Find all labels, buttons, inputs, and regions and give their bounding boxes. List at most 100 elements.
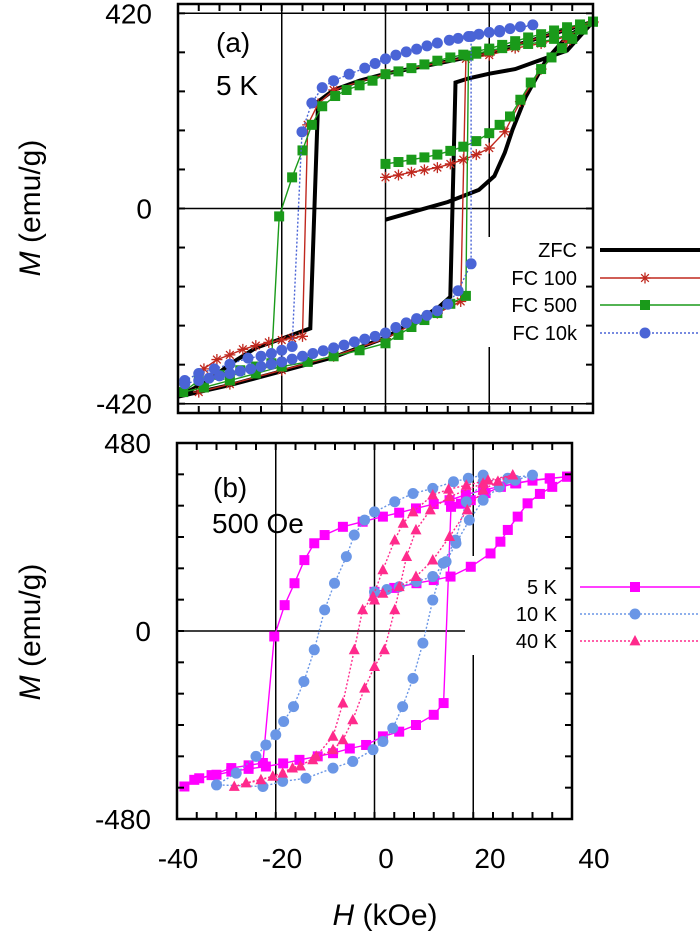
circle-marker: [527, 469, 538, 481]
circle-marker: [298, 676, 310, 688]
square-marker: [556, 43, 567, 54]
circle-marker: [494, 26, 506, 38]
circle-marker: [421, 40, 433, 52]
square-marker: [562, 30, 573, 41]
series-40-k: [228, 469, 519, 791]
panel-b-legend: 5 K 10 K 40 K: [516, 577, 700, 653]
triangle-marker: [410, 523, 422, 535]
square-marker: [178, 387, 189, 398]
square-marker: [512, 511, 523, 522]
circle-marker: [387, 722, 399, 734]
circle-marker: [411, 313, 423, 325]
circle-marker: [431, 37, 443, 49]
x-tick-label: 0: [378, 843, 394, 874]
star-marker: [455, 295, 467, 307]
star-marker: [328, 84, 340, 96]
square-marker: [302, 356, 313, 367]
square-marker: [630, 582, 640, 592]
triangle-marker: [377, 587, 389, 598]
panel-b-ylabel: M (emu/g): [14, 564, 47, 701]
square-marker: [640, 300, 650, 310]
circle-marker: [327, 762, 339, 774]
circle-marker: [319, 604, 331, 616]
circle-marker: [390, 49, 402, 61]
square-marker: [536, 64, 547, 75]
triangle-marker: [348, 643, 360, 655]
square-marker: [287, 172, 298, 183]
ylabel-symbol: M: [14, 251, 47, 276]
circle-marker: [417, 637, 429, 649]
square-marker: [495, 536, 506, 547]
circle-marker: [427, 571, 439, 583]
triangle-marker: [461, 503, 473, 515]
circle-marker: [286, 341, 298, 353]
legend-label: 5 K: [527, 577, 558, 599]
triangle-marker: [477, 477, 489, 488]
square-marker: [460, 489, 471, 500]
circle-marker: [224, 358, 236, 370]
square-marker: [505, 111, 515, 122]
circle-marker: [367, 744, 379, 756]
square-marker: [497, 39, 508, 50]
y-tick-label: 420: [105, 0, 152, 29]
triangle-marker: [277, 767, 289, 778]
x-tick-label: 20: [474, 843, 505, 874]
x-tick-label: 40: [578, 843, 609, 874]
star-marker: [444, 158, 456, 170]
circle-marker: [306, 97, 318, 109]
panel-b-label: (b): [213, 472, 247, 503]
circle-marker: [369, 330, 381, 342]
y-tick-label: -480: [95, 804, 151, 835]
star-marker: [224, 349, 236, 361]
square-marker: [445, 145, 456, 156]
square-marker: [380, 69, 391, 80]
square-marker: [377, 511, 388, 522]
panel-a-ylabel: M (emu/g): [14, 140, 47, 277]
circle-marker: [297, 350, 308, 362]
circle-marker: [234, 365, 246, 377]
square-marker: [510, 36, 521, 47]
star-marker: [198, 363, 210, 375]
circle-marker: [329, 577, 341, 589]
circle-marker: [411, 43, 423, 55]
circle-marker: [514, 21, 526, 33]
circle-marker: [380, 327, 391, 339]
circle-marker: [276, 344, 288, 356]
square-marker: [465, 561, 476, 572]
square-marker: [341, 84, 352, 95]
xlabel-symbol: H: [332, 899, 354, 932]
square-marker: [406, 322, 417, 333]
square-marker: [471, 136, 482, 147]
square-marker: [279, 600, 290, 611]
circle-marker: [465, 31, 477, 43]
circle-marker: [400, 46, 412, 58]
circle-marker: [277, 775, 289, 787]
circle-marker: [255, 361, 267, 373]
triangle-marker: [427, 489, 439, 500]
square-marker: [536, 37, 547, 48]
square-marker: [523, 38, 534, 49]
square-marker: [575, 24, 586, 35]
star-marker: [499, 126, 511, 138]
circle-marker: [465, 258, 477, 270]
triangle-marker: [507, 469, 519, 480]
circle-marker: [629, 608, 641, 620]
circle-marker: [369, 57, 381, 69]
star-marker: [276, 334, 288, 346]
square-marker: [278, 758, 289, 769]
circle-marker: [359, 514, 371, 526]
panel-b-ytick-labels: 480 0 -480: [95, 428, 151, 835]
star-marker: [237, 343, 249, 355]
square-marker: [432, 55, 443, 66]
circle-marker: [230, 767, 242, 779]
y-tick-label: -420: [96, 389, 152, 420]
circle-marker: [639, 327, 651, 339]
triangle-marker: [444, 490, 456, 502]
triangle-marker: [444, 530, 456, 542]
triangle-marker: [310, 750, 322, 761]
circle-marker: [437, 557, 449, 569]
square-marker: [380, 338, 391, 349]
star-marker: [193, 386, 205, 398]
square-marker: [562, 22, 573, 33]
